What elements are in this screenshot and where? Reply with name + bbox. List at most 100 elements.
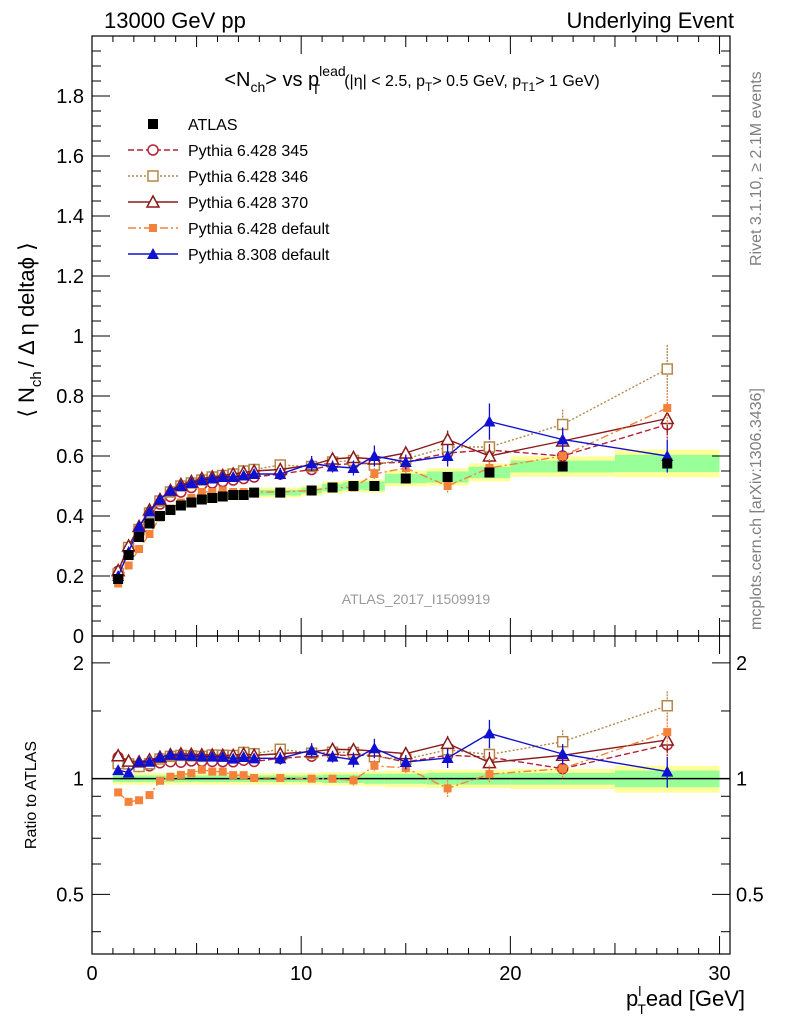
- series-3-ratio-point: [307, 774, 316, 783]
- series-4-ratio-point: [661, 765, 674, 777]
- legend: ATLAS Pythia 6.428 345 Pythia 6.428 346 Pyt…: [128, 117, 330, 264]
- series-3-point: [124, 561, 133, 570]
- atlas-data-point: [662, 458, 673, 469]
- series-2-point: [440, 431, 455, 446]
- series-4-ratio-point: [195, 750, 208, 762]
- series-3-ratio-point: [276, 773, 285, 782]
- series-4-ratio-point: [441, 751, 454, 763]
- series-3-point: [443, 482, 452, 490]
- atlas-data-point: [144, 518, 155, 529]
- atlas-data-point: [238, 490, 249, 500]
- atlas-data-point: [123, 550, 134, 560]
- series-4-point: [368, 450, 381, 461]
- y-tick-label: 0.6: [56, 446, 84, 468]
- series-4-point: [237, 469, 250, 481]
- y-tick-label: 0: [73, 626, 84, 648]
- series-3-ratio-point: [239, 771, 248, 780]
- chart-title: <Nch> vs plead T (|η| < 2.5, pT> 0.5 GeV, …: [224, 63, 599, 97]
- legend-entry-5: Pythia 8.308 default: [128, 247, 330, 264]
- series-4-ratio-point: [347, 753, 360, 765]
- atlas-data-point: [165, 505, 176, 515]
- ratio-tick-label-left: 0.5: [56, 884, 84, 906]
- series-4-point: [195, 474, 208, 485]
- series-3-ratio-point: [558, 764, 567, 773]
- series-4-ratio-point: [185, 749, 198, 761]
- series-4-ratio-point: [399, 756, 412, 768]
- legend-entry-1: Pythia 6.428 345: [128, 143, 308, 160]
- series-4-point: [274, 468, 287, 479]
- series-4-ratio-point: [274, 752, 287, 764]
- x-tick-label: 10: [290, 963, 312, 985]
- series-3-ratio-point: [187, 769, 196, 778]
- y-tick-label: 0.4: [56, 506, 84, 528]
- legend-entry-4: Pythia 6.428 default: [128, 221, 330, 238]
- atlas-data-point: [134, 532, 145, 542]
- legend-marker: [147, 170, 159, 182]
- legend-label: Pythia 6.428 370: [188, 195, 308, 212]
- atlas-data-point: [348, 481, 359, 491]
- y-tick-label: 1.6: [56, 146, 84, 168]
- series-2-ratio-point: [110, 748, 126, 762]
- atlas-data-point: [154, 511, 165, 521]
- series-3-ratio-point: [176, 770, 185, 779]
- legend-label: Pythia 6.428 346: [188, 169, 308, 186]
- y-tick-label: 0.8: [56, 386, 84, 408]
- header-right: Underlying Event: [566, 8, 734, 33]
- atlas-data-point: [442, 472, 453, 482]
- atlas-data-point: [217, 491, 228, 502]
- analysis-watermark: ATLAS_2017_I1509919: [342, 591, 491, 607]
- side-label-rivet: Rivet 3.1.10, ≥ 2.1M events: [748, 71, 765, 266]
- series-3-ratio-point: [663, 728, 672, 737]
- series-3-ratio-point: [155, 776, 164, 785]
- series-4-ratio-point: [122, 766, 135, 778]
- series-3-ratio-point: [114, 788, 123, 797]
- legend-label: Pythia 8.308 default: [188, 247, 330, 264]
- series-3-point: [208, 488, 217, 496]
- x-tick-label: 30: [708, 963, 730, 985]
- series-4-point: [483, 415, 496, 427]
- series-4-ratio-point: [206, 750, 219, 762]
- series-4-ratio-point: [112, 764, 125, 776]
- series-2-ratio-point: [482, 755, 497, 769]
- series-3-ratio-point: [349, 776, 358, 785]
- series-4-point: [248, 468, 261, 479]
- series-4-point: [133, 520, 146, 532]
- series-3-ratio-point: [208, 767, 217, 776]
- series-3-ratio-point: [145, 791, 154, 800]
- y-tick-label: 1.2: [56, 266, 84, 288]
- main-series-group: [110, 345, 675, 588]
- legend-label: Pythia 6.428 345: [188, 143, 308, 160]
- axis-tick-labels: 0 10 20 30 0 0.2 0.4 0.6 0.8 1 1.2 1.4 1.6 1.8 0.5 0.5 1…: [56, 86, 764, 985]
- series-4-ratio-point: [164, 748, 177, 760]
- legend-entry-0: ATLAS: [148, 117, 238, 134]
- series-4-ratio-point: [556, 748, 569, 760]
- series-0-main: [112, 409, 673, 577]
- x-axis-label: pl Tead [GeV]: [626, 983, 745, 1017]
- atlas-data-point: [306, 485, 317, 496]
- series-3-point: [197, 488, 206, 496]
- series-3-ratio-point: [229, 771, 238, 780]
- atlas-data-point: [175, 500, 186, 511]
- series-4-point: [227, 471, 240, 482]
- series-3-ratio-point: [166, 772, 175, 781]
- series-4-point: [305, 457, 318, 469]
- series-3-point: [145, 530, 154, 538]
- series-3-ratio-point: [443, 784, 452, 793]
- series-4-main: [112, 403, 674, 581]
- series-3-point: [558, 452, 567, 460]
- legend-entry-2: Pythia 6.428 346: [128, 169, 308, 186]
- ratio-tick-label-left: 2: [73, 653, 84, 675]
- legend-marker: [149, 224, 157, 232]
- header-left: 13000 GeV pp: [104, 8, 246, 33]
- atlas-data-points: [113, 458, 673, 584]
- series-4-ratio-point: [483, 727, 496, 739]
- series-4-ratio-point: [143, 755, 156, 767]
- series-3-point: [218, 486, 227, 495]
- atlas-data-point: [186, 497, 197, 508]
- ratio-y-axis-label: Ratio to ATLAS: [23, 741, 40, 849]
- atlas-data-point: [207, 493, 218, 503]
- ratio-tick-label-left: 1: [73, 769, 84, 791]
- y-tick-label: 1.4: [56, 206, 84, 228]
- series-4-point: [216, 471, 229, 482]
